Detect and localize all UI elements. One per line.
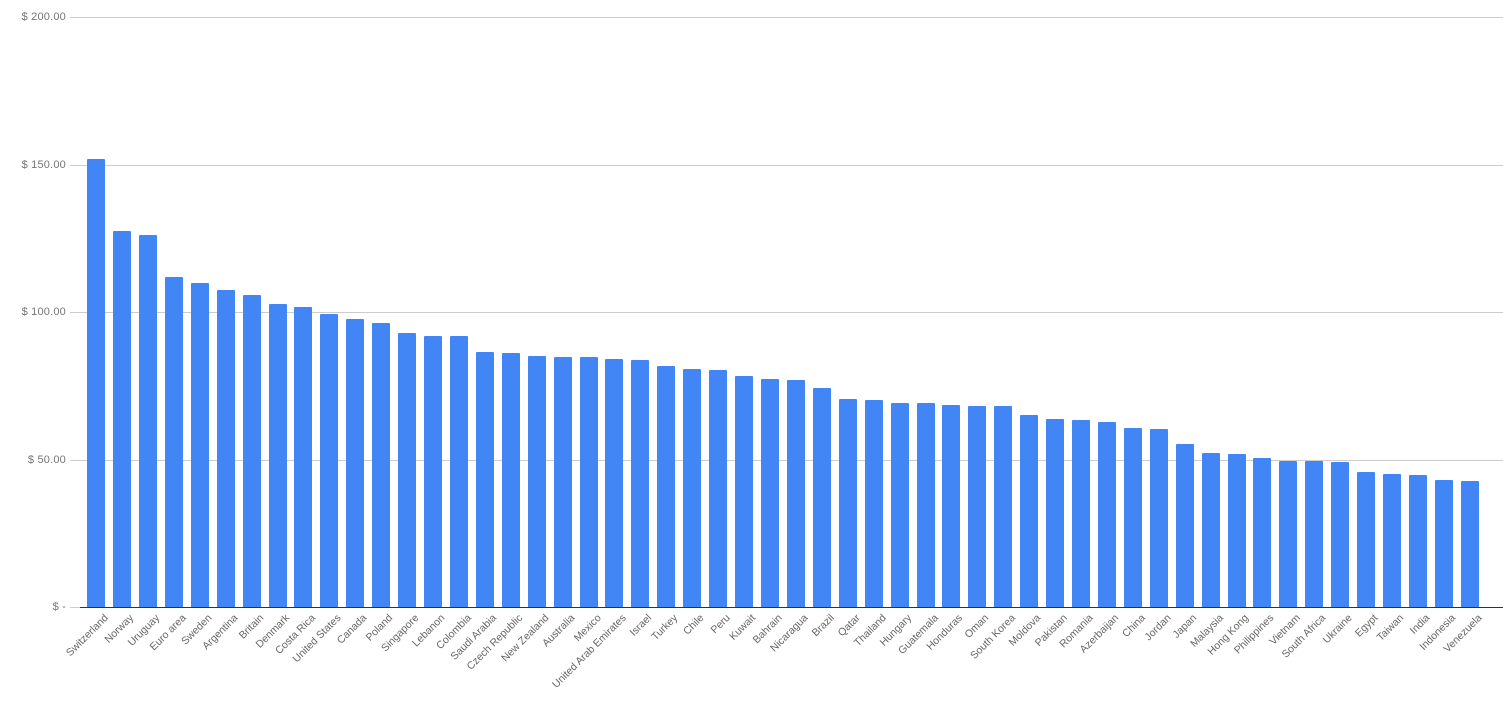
x-axis-category-label: Brazil bbox=[810, 612, 837, 639]
x-axis-category-label-text: Turkey bbox=[649, 612, 681, 643]
bar[interactable] bbox=[242, 295, 261, 607]
bar[interactable] bbox=[1175, 443, 1194, 607]
bar[interactable] bbox=[786, 380, 805, 607]
bar[interactable] bbox=[424, 336, 443, 607]
gridline bbox=[80, 17, 1503, 18]
bar[interactable] bbox=[553, 356, 572, 607]
bar[interactable] bbox=[942, 404, 961, 607]
bar[interactable] bbox=[1279, 460, 1298, 607]
y-axis-tick bbox=[70, 164, 80, 166]
bar[interactable] bbox=[294, 306, 313, 607]
x-axis-category-label-text: Taiwan bbox=[1374, 612, 1407, 644]
x-axis-category-label: Jordan bbox=[1142, 612, 1173, 643]
bar[interactable] bbox=[709, 369, 728, 607]
bar[interactable] bbox=[1123, 428, 1142, 607]
bar[interactable] bbox=[605, 359, 624, 607]
bar[interactable] bbox=[1357, 471, 1376, 607]
x-axis-category-label-text: Jordan bbox=[1142, 612, 1174, 644]
bar[interactable] bbox=[657, 365, 676, 607]
bar[interactable] bbox=[1331, 461, 1350, 607]
bar[interactable] bbox=[501, 352, 520, 607]
bar[interactable] bbox=[320, 313, 339, 607]
bar[interactable] bbox=[1383, 474, 1402, 607]
gridline bbox=[80, 312, 1503, 313]
bar[interactable] bbox=[579, 357, 598, 607]
bar[interactable] bbox=[1434, 479, 1453, 607]
bar[interactable] bbox=[216, 290, 235, 607]
bar[interactable] bbox=[760, 378, 779, 607]
bar[interactable] bbox=[398, 333, 417, 607]
bar[interactable] bbox=[1149, 429, 1168, 607]
x-axis-category-label-text: Brazil bbox=[809, 612, 837, 640]
x-axis-category-label: Taiwan bbox=[1375, 612, 1407, 644]
bar[interactable] bbox=[346, 319, 365, 607]
bar[interactable] bbox=[1201, 453, 1220, 607]
bar[interactable] bbox=[812, 388, 831, 607]
bar[interactable] bbox=[1253, 458, 1272, 607]
bar[interactable] bbox=[994, 406, 1013, 607]
y-axis-tick-label: $ 50.00 bbox=[27, 453, 66, 466]
x-axis-line bbox=[80, 607, 1503, 608]
bar[interactable] bbox=[890, 402, 909, 607]
bar[interactable] bbox=[1020, 415, 1039, 607]
y-axis-tick-label: $ 100.00 bbox=[21, 306, 66, 318]
bar[interactable] bbox=[190, 283, 209, 607]
bar[interactable] bbox=[864, 399, 883, 607]
y-axis-tick-label: $ - bbox=[52, 601, 66, 613]
bar[interactable] bbox=[1460, 480, 1479, 607]
bar[interactable] bbox=[1097, 422, 1116, 607]
bar[interactable] bbox=[138, 234, 157, 607]
y-axis-tick bbox=[70, 459, 80, 461]
bar[interactable] bbox=[372, 322, 391, 607]
bar[interactable] bbox=[916, 402, 935, 607]
bar[interactable] bbox=[631, 359, 650, 607]
bar[interactable] bbox=[449, 336, 468, 607]
y-axis-tick bbox=[70, 17, 80, 18]
gridline bbox=[80, 164, 1503, 166]
y-axis-tick bbox=[70, 312, 80, 313]
bar[interactable] bbox=[1227, 453, 1246, 607]
bar[interactable] bbox=[268, 303, 287, 607]
y-axis-tick bbox=[70, 607, 80, 608]
bar[interactable] bbox=[112, 231, 131, 607]
bar[interactable] bbox=[838, 398, 857, 607]
bar[interactable] bbox=[1408, 474, 1427, 607]
bar[interactable] bbox=[164, 277, 183, 607]
bar[interactable] bbox=[735, 375, 754, 607]
y-axis-tick-label: $ 200.00 bbox=[21, 11, 66, 23]
bar[interactable] bbox=[683, 368, 702, 607]
bar[interactable] bbox=[968, 405, 987, 607]
bars-container bbox=[80, 0, 1503, 607]
y-axis-tick-label: $ 150.00 bbox=[21, 158, 66, 171]
x-axis-category-label-text: Chile bbox=[681, 612, 707, 638]
bar[interactable] bbox=[87, 159, 106, 607]
x-axis-labels: Switzerland Norway Uruguay Euro area Sweden A… bbox=[64, 608, 1503, 706]
x-axis-category-label: Turkey bbox=[650, 612, 681, 643]
bar[interactable] bbox=[527, 356, 546, 607]
bar[interactable] bbox=[1046, 419, 1065, 607]
bar[interactable] bbox=[1305, 461, 1324, 607]
x-axis-category-label: Chile bbox=[681, 612, 706, 637]
bar[interactable] bbox=[1072, 419, 1091, 607]
bar[interactable] bbox=[475, 351, 494, 607]
